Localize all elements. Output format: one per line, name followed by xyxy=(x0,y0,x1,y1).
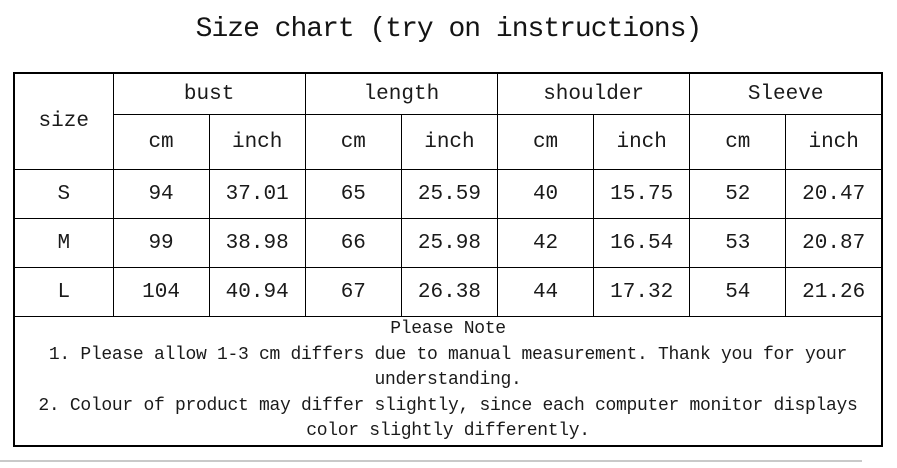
unit-header-length-inch: inch xyxy=(400,114,499,170)
column-header-sleeve: Sleeve xyxy=(689,72,883,115)
column-header-bust: bust xyxy=(112,72,306,115)
unit-header-bust-cm: cm xyxy=(112,114,210,170)
unit-header-bust-inch: inch xyxy=(208,114,306,170)
value-cell-length-cm: 65 xyxy=(304,169,402,219)
value-cell-bust-cm: 99 xyxy=(112,218,210,268)
note-heading: Please Note xyxy=(390,319,506,339)
value-cell-bust-inch: 40.94 xyxy=(208,267,306,317)
group-header-row: size bust length shoulder Sleeve xyxy=(13,72,883,170)
value-cell-bust-inch: 37.01 xyxy=(208,169,306,219)
size-cell: S xyxy=(13,169,114,219)
value-cell-shoulder-inch: 17.32 xyxy=(593,267,691,317)
note-line-1: 1. Please allow 1-3 cm differs due to ma… xyxy=(48,344,848,391)
value-cell-sleeve-cm: 52 xyxy=(689,169,787,219)
column-header-length: length xyxy=(304,72,499,115)
value-cell-length-cm: 67 xyxy=(304,267,402,317)
unit-header-shoulder-cm: cm xyxy=(496,114,595,170)
value-cell-shoulder-cm: 40 xyxy=(496,169,595,219)
value-cell-length-inch: 25.98 xyxy=(400,218,499,268)
size-cell: L xyxy=(13,267,114,317)
note-box: Please Note 1. Please allow 1-3 cm diffe… xyxy=(13,316,883,446)
unit-header-row: cm inch cm inch cm inch cm inch xyxy=(14,114,883,170)
value-cell-sleeve-inch: 20.87 xyxy=(785,218,883,268)
value-cell-sleeve-cm: 54 xyxy=(689,267,787,317)
value-cell-length-inch: 25.59 xyxy=(400,169,499,219)
unit-header-length-cm: cm xyxy=(304,114,402,170)
value-cell-shoulder-cm: 42 xyxy=(496,218,595,268)
note-row: Please Note 1. Please allow 1-3 cm diffe… xyxy=(13,316,883,446)
unit-header-sleeve-cm: cm xyxy=(689,114,787,170)
value-cell-sleeve-inch: 20.47 xyxy=(785,169,883,219)
value-cell-bust-cm: 94 xyxy=(112,169,210,219)
value-cell-shoulder-inch: 16.54 xyxy=(593,218,691,268)
value-cell-shoulder-inch: 15.75 xyxy=(593,169,691,219)
value-cell-bust-inch: 38.98 xyxy=(208,218,306,268)
value-cell-sleeve-cm: 53 xyxy=(689,218,787,268)
bottom-edge-line xyxy=(0,460,862,462)
value-cell-bust-cm: 104 xyxy=(112,267,210,317)
value-cell-length-inch: 26.38 xyxy=(400,267,499,317)
unit-header-shoulder-inch: inch xyxy=(593,114,691,170)
table-row-size-l: L 104 40.94 67 26.38 44 17.32 54 21.26 xyxy=(13,267,883,317)
value-cell-sleeve-inch: 21.26 xyxy=(785,267,883,317)
note-line-2: 2. Colour of product may differ slightly… xyxy=(38,395,858,442)
unit-header-sleeve-inch: inch xyxy=(785,114,883,170)
column-header-shoulder: shoulder xyxy=(496,72,691,115)
value-cell-length-cm: 66 xyxy=(304,218,402,268)
table-row-size-s: S 94 37.01 65 25.59 40 15.75 52 20.47 xyxy=(13,169,883,219)
page-title: Size chart (try on instructions) xyxy=(195,14,703,45)
size-table: size bust length shoulder Sleeve cm inch… xyxy=(13,72,883,447)
column-header-size: size xyxy=(13,72,114,170)
size-cell: M xyxy=(13,218,114,268)
table-row-size-m: M 99 38.98 66 25.98 42 16.54 53 20.87 xyxy=(13,218,883,268)
value-cell-shoulder-cm: 44 xyxy=(496,267,595,317)
